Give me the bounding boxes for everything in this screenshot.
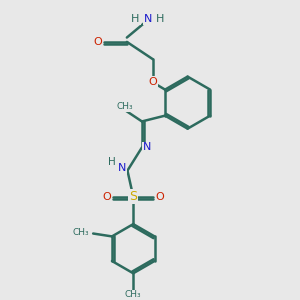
Text: CH₃: CH₃ [125,290,142,299]
Text: N: N [143,142,151,152]
Text: S: S [129,190,137,203]
Text: N: N [118,163,126,173]
Text: CH₃: CH₃ [72,228,89,237]
Text: O: O [148,77,157,87]
Text: O: O [94,37,102,47]
Text: H: H [108,157,116,167]
Text: O: O [102,192,111,202]
Text: N: N [143,14,152,24]
Text: H: H [156,14,164,24]
Text: O: O [155,192,164,202]
Text: CH₃: CH₃ [116,103,133,112]
Text: H: H [131,14,140,24]
